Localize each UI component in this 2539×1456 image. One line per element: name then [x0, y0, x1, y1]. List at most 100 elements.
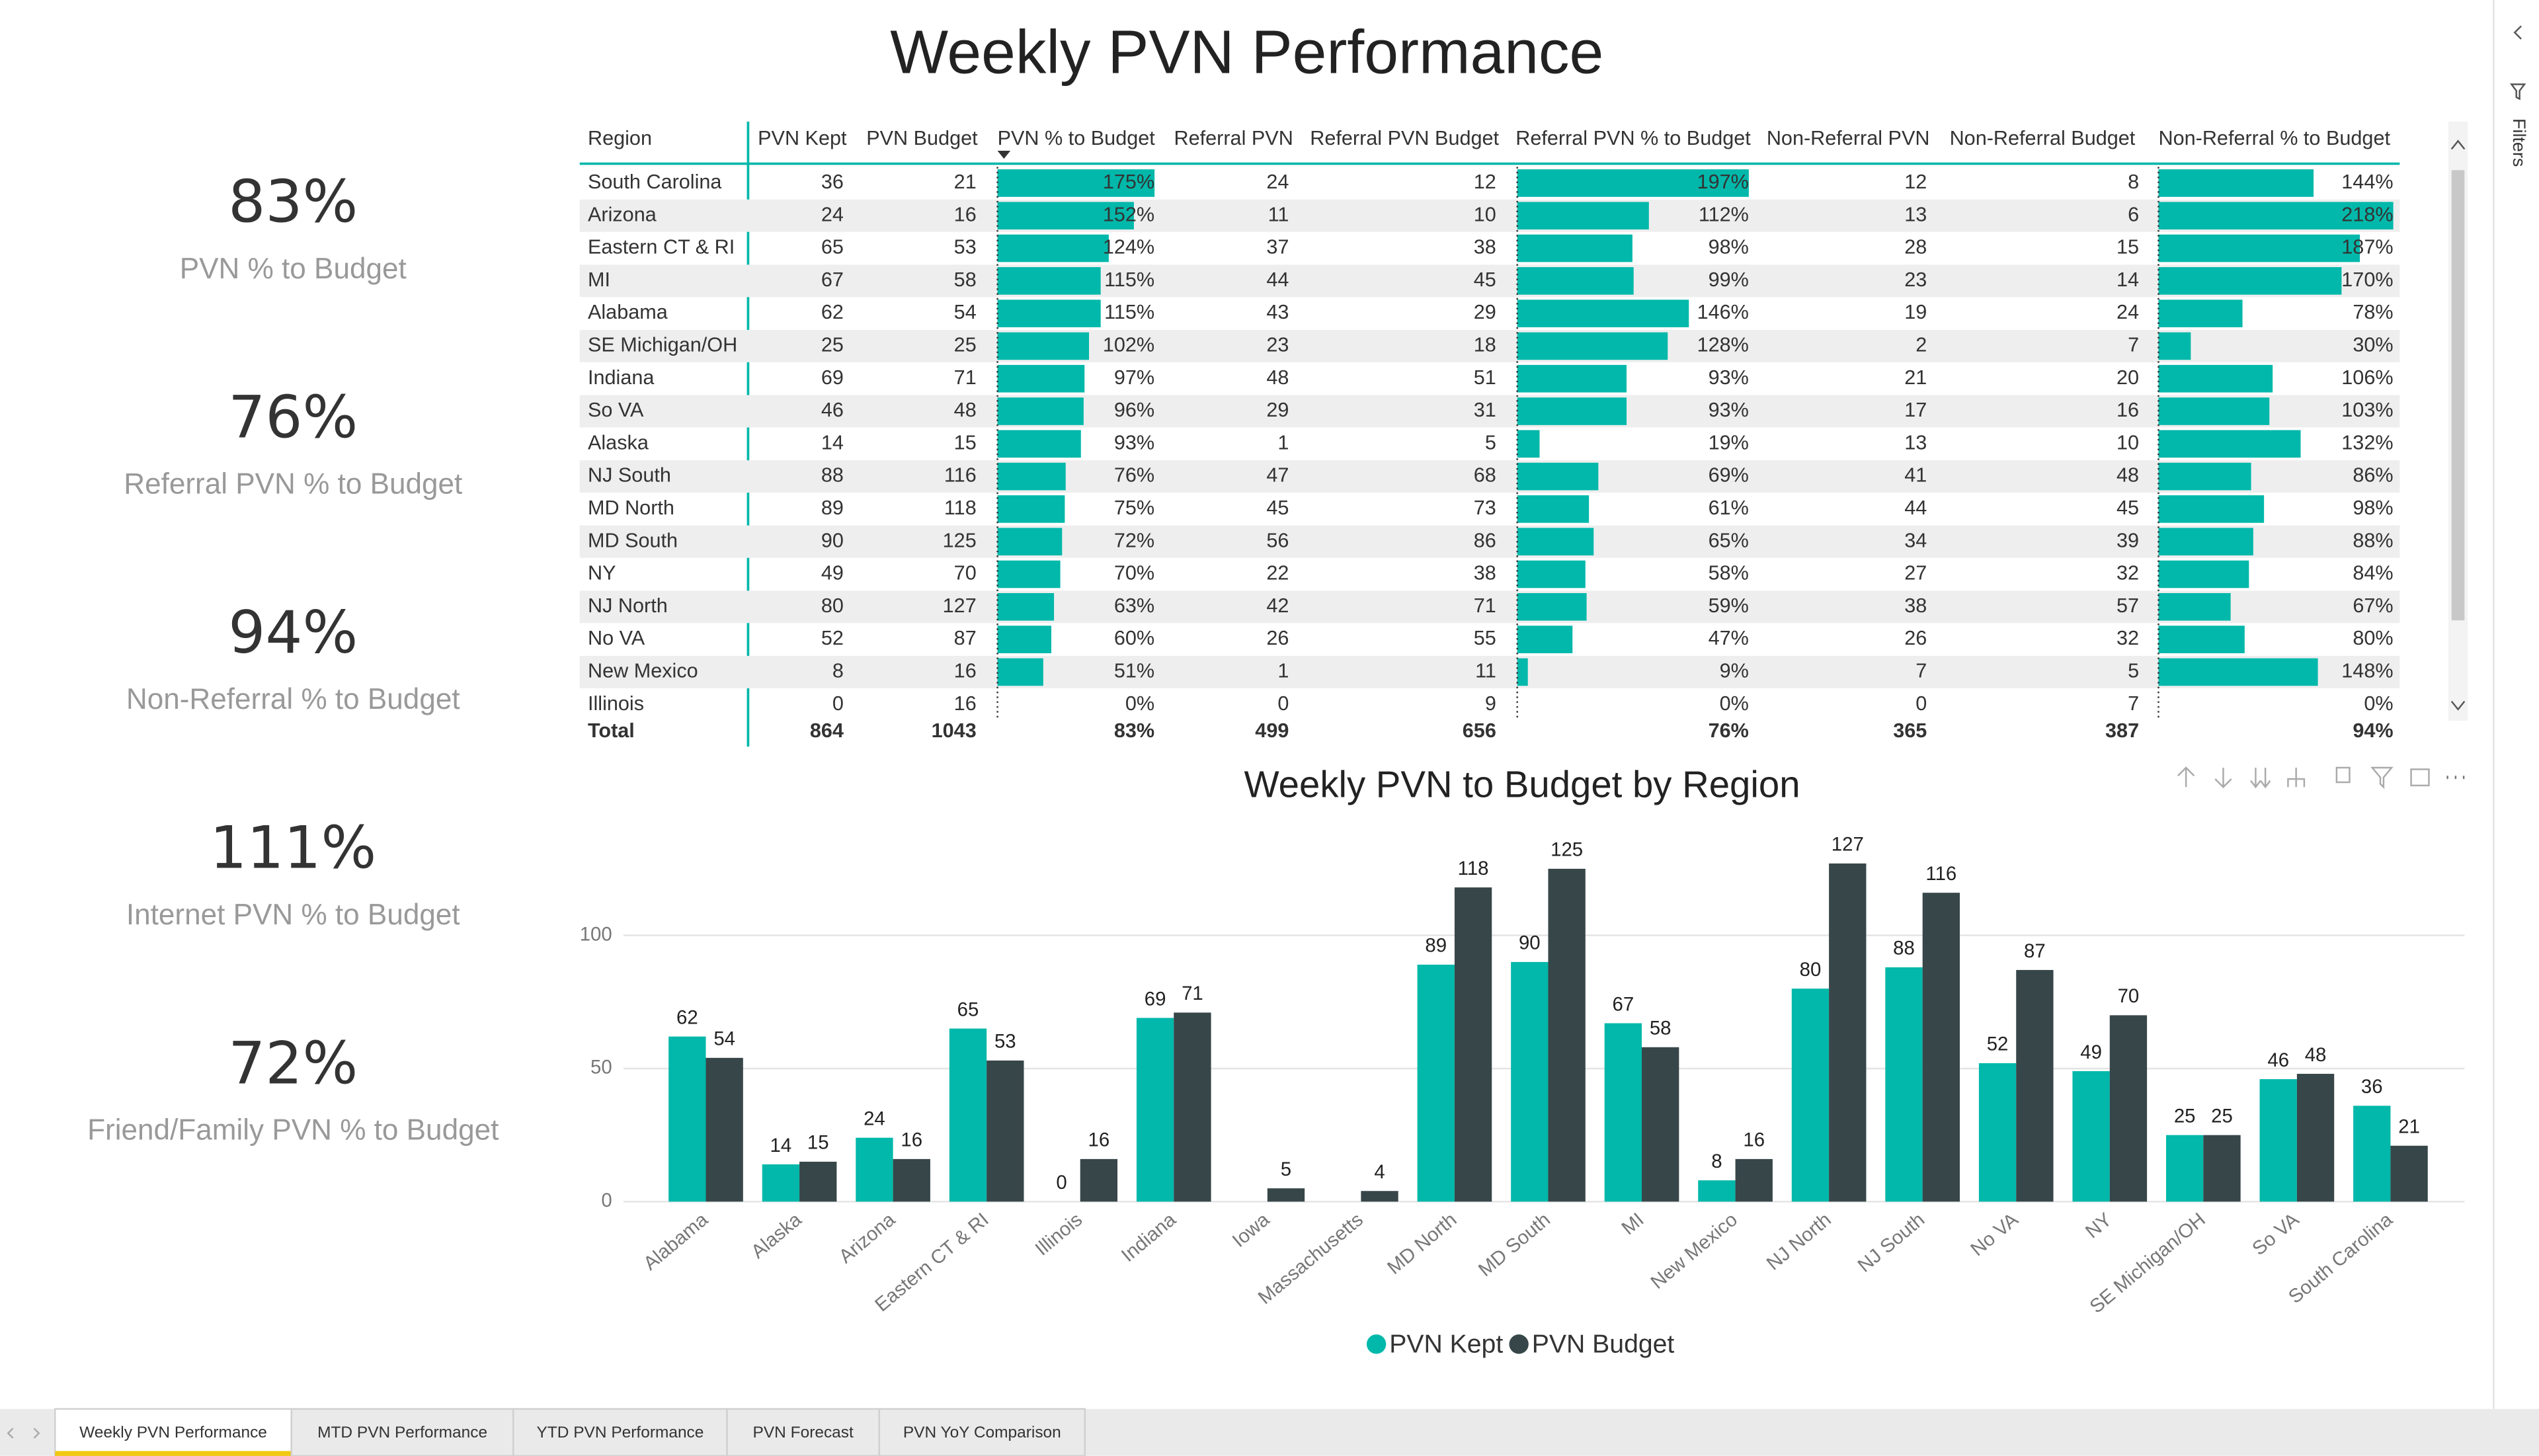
value-cell: 28 — [1904, 236, 1927, 259]
data-bar — [997, 528, 1063, 556]
region-cell: Alaska — [588, 431, 649, 454]
value-cell: 58% — [1709, 562, 1749, 585]
bar[interactable] — [1829, 863, 1867, 1202]
column-header[interactable]: PVN Kept — [758, 127, 847, 149]
value-cell: 19% — [1709, 431, 1749, 454]
value-cell: 38 — [1904, 594, 1927, 617]
report-title: Weekly PVN Performance — [890, 17, 1603, 86]
y-tick-label: 50 — [590, 1057, 612, 1078]
bar[interactable] — [1548, 868, 1586, 1202]
bar[interactable] — [799, 1161, 837, 1202]
tab-label[interactable]: Weekly PVN Performance — [79, 1424, 267, 1441]
bar[interactable] — [2109, 1015, 2148, 1202]
collapse-sidebar[interactable] — [2513, 25, 2522, 40]
bar[interactable] — [1267, 1188, 1305, 1202]
value-cell: 51 — [1474, 366, 1496, 389]
bar[interactable] — [2166, 1135, 2204, 1202]
column-header[interactable]: PVN Budget — [866, 127, 978, 149]
value-cell: 70% — [1114, 562, 1154, 585]
bar[interactable] — [705, 1057, 743, 1202]
data-bar — [1517, 462, 1599, 491]
legend-marker[interactable] — [1509, 1334, 1529, 1354]
bar[interactable] — [893, 1158, 930, 1202]
bar[interactable] — [668, 1036, 706, 1202]
drill-up[interactable] — [2177, 766, 2195, 788]
expand-next[interactable] — [2287, 768, 2306, 788]
bar[interactable] — [1417, 964, 1455, 1202]
data-bar — [997, 202, 1134, 230]
data-label: 16 — [901, 1129, 922, 1151]
legend-label[interactable]: PVN Kept — [1389, 1330, 1503, 1359]
column-header[interactable]: Referral PVN % to Budget — [1515, 127, 1751, 149]
sidebar-label[interactable]: Filters — [2509, 118, 2529, 167]
bar[interactable] — [2259, 1079, 2297, 1202]
data-bar — [2158, 528, 2253, 556]
region-cell: Illinois — [588, 692, 644, 715]
filter[interactable] — [2370, 766, 2394, 789]
column-header[interactable]: Region — [588, 127, 652, 149]
column-header[interactable]: PVN % to Budget — [998, 127, 1156, 149]
bar[interactable] — [1885, 967, 1923, 1202]
row-band — [579, 655, 2400, 688]
value-cell: 5 — [1485, 431, 1496, 454]
bar[interactable] — [1978, 1063, 2017, 1202]
bar[interactable] — [1080, 1158, 1118, 1202]
bar[interactable] — [2390, 1145, 2428, 1202]
value-cell: 86% — [2353, 464, 2393, 487]
expand-all[interactable] — [2250, 768, 2271, 789]
value-cell: 49 — [821, 562, 844, 585]
data-bar — [1517, 397, 1627, 425]
bar[interactable] — [2353, 1106, 2391, 1202]
data-label: 89 — [1425, 935, 1447, 957]
copy[interactable] — [2335, 766, 2351, 784]
bar[interactable] — [2203, 1135, 2241, 1202]
scroll-down[interactable] — [2450, 700, 2466, 711]
value-cell: 0% — [2364, 692, 2393, 715]
bar[interactable] — [1174, 1012, 1211, 1202]
value-cell: 6 — [2128, 203, 2139, 225]
column-header[interactable]: Referral PVN Budget — [1310, 127, 1499, 149]
bar[interactable] — [1791, 989, 1830, 1202]
bar[interactable] — [987, 1060, 1024, 1202]
bar[interactable] — [1698, 1180, 1736, 1202]
bar[interactable] — [2016, 969, 2054, 1202]
column-header[interactable]: Referral PVN — [1174, 127, 1293, 149]
value-cell: 55 — [1474, 627, 1496, 649]
filter-icon[interactable] — [2509, 83, 2526, 101]
column-header[interactable]: Non-Referral PVN — [1767, 127, 1930, 149]
bar[interactable] — [949, 1028, 987, 1202]
tab-scroll[interactable] — [7, 1428, 40, 1439]
bar[interactable] — [1604, 1023, 1642, 1202]
bar[interactable] — [1922, 893, 1960, 1202]
scroll-up[interactable] — [2450, 140, 2466, 150]
value-cell: 68 — [1474, 464, 1496, 487]
bar[interactable] — [2072, 1071, 2110, 1202]
legend-label[interactable]: PVN Budget — [1532, 1330, 1675, 1359]
value-cell: 98% — [2353, 497, 2393, 519]
bar[interactable] — [2296, 1074, 2335, 1202]
bar[interactable] — [1511, 961, 1549, 1202]
column-header[interactable]: Non-Referral % to Budget — [2158, 127, 2390, 149]
tab-label[interactable]: YTD PVN Performance — [536, 1424, 704, 1441]
tab[interactable] — [878, 1408, 1086, 1456]
focus-mode[interactable] — [2410, 768, 2430, 787]
bar[interactable] — [1642, 1047, 1679, 1202]
value-cell: 60% — [1114, 627, 1154, 649]
legend-marker[interactable] — [1366, 1334, 1387, 1354]
value-cell: 97% — [1114, 366, 1154, 389]
tab-label[interactable]: PVN Forecast — [753, 1424, 854, 1441]
value-cell: 132% — [2341, 431, 2393, 454]
column-header[interactable]: Non-Referral Budget — [1950, 127, 2136, 149]
bar[interactable] — [1136, 1018, 1174, 1202]
tab-label[interactable]: MTD PVN Performance — [317, 1424, 487, 1441]
tab-label[interactable]: PVN YoY Comparison — [903, 1424, 1061, 1441]
scrollbar-thumb[interactable] — [2451, 170, 2465, 621]
bar[interactable] — [856, 1137, 893, 1202]
data-bar — [1517, 332, 1668, 360]
bar[interactable] — [762, 1164, 800, 1202]
bar[interactable] — [1735, 1158, 1773, 1202]
drill-down[interactable] — [2214, 768, 2232, 789]
bar[interactable] — [1454, 887, 1492, 1202]
bar[interactable] — [1361, 1191, 1398, 1202]
